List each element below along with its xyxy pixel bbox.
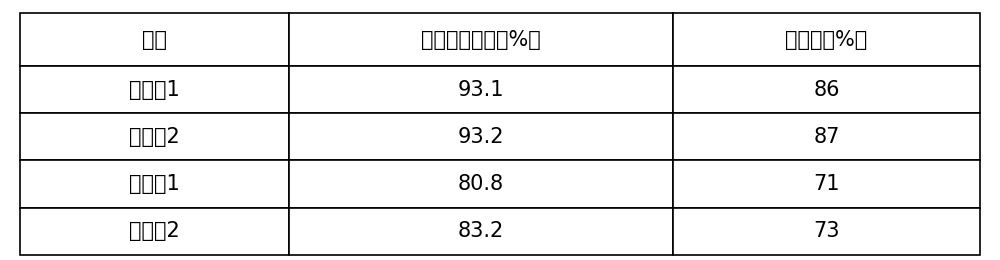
Bar bbox=[20, 13, 289, 66]
Text: 93.1: 93.1 bbox=[458, 80, 504, 100]
Bar bbox=[289, 13, 673, 66]
Bar bbox=[289, 66, 673, 113]
Text: 绿原酸的纯度（%）: 绿原酸的纯度（%） bbox=[421, 30, 541, 50]
Bar bbox=[673, 13, 980, 66]
Bar bbox=[673, 208, 980, 255]
Bar bbox=[20, 66, 289, 113]
Text: 93.2: 93.2 bbox=[458, 127, 504, 147]
Text: 组别: 组别 bbox=[142, 30, 167, 50]
Text: 实施例2: 实施例2 bbox=[129, 127, 180, 147]
Text: 对照例1: 对照例1 bbox=[129, 174, 180, 194]
Text: 71: 71 bbox=[813, 174, 840, 194]
Text: 实施例1: 实施例1 bbox=[129, 80, 180, 100]
Bar bbox=[20, 113, 289, 160]
Text: 83.2: 83.2 bbox=[458, 221, 504, 241]
Text: 对照例2: 对照例2 bbox=[129, 221, 180, 241]
Bar bbox=[20, 160, 289, 208]
Bar bbox=[289, 208, 673, 255]
Text: 80.8: 80.8 bbox=[458, 174, 504, 194]
Bar bbox=[673, 113, 980, 160]
Bar bbox=[289, 160, 673, 208]
Text: 86: 86 bbox=[813, 80, 840, 100]
Bar bbox=[673, 160, 980, 208]
Text: 73: 73 bbox=[813, 221, 840, 241]
Text: 提取率（%）: 提取率（%） bbox=[785, 30, 868, 50]
Bar bbox=[673, 66, 980, 113]
Bar bbox=[289, 113, 673, 160]
Text: 87: 87 bbox=[813, 127, 840, 147]
Bar bbox=[20, 208, 289, 255]
